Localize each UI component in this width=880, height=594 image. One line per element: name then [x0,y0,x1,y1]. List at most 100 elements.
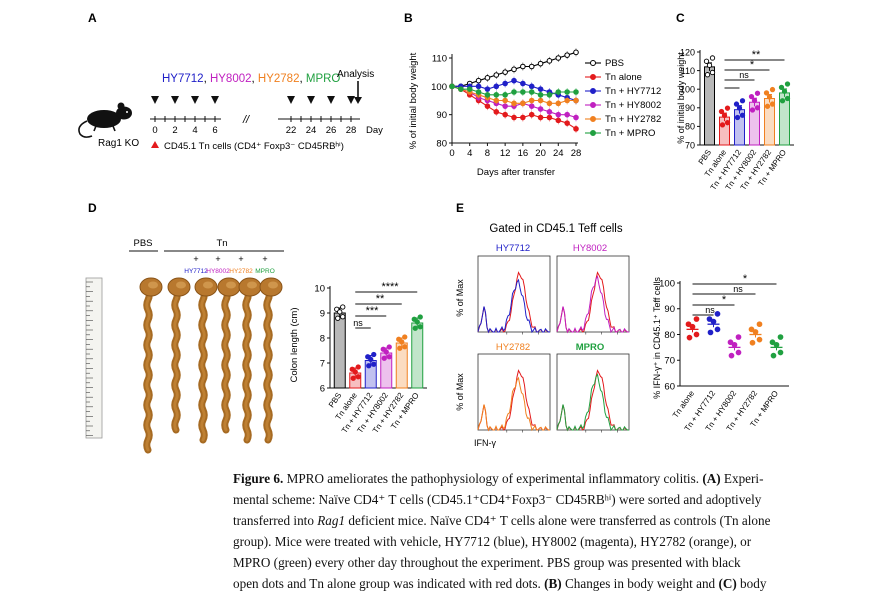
e-dot-0-3 [686,334,693,341]
c-dot-3-1 [754,105,761,111]
colon-highlight-5 [265,288,271,442]
b-legend-marker-3 [590,102,596,108]
panel-letter-e: E [456,201,464,215]
c-dot-3-2 [751,97,758,104]
c-dot-1-0 [718,108,725,115]
panel-letter-d: D [88,201,97,215]
b-axes: 80 90 100 110 0 4 8 12 16 20 24 28 [431,54,581,160]
c-dot-5-1 [784,95,791,102]
e-dot-4-2 [773,341,780,348]
c-dot-2-2 [736,105,743,111]
b-point-2-7 [511,77,517,84]
e-xlabel: IFN-γ [474,438,496,448]
c-dot-3-4 [754,90,761,96]
b-point-4-7 [511,100,517,107]
d-dot-2-4 [371,351,377,358]
d-dot-5-3 [412,325,418,331]
d-dot-3-3 [381,355,387,361]
b-point-1-7 [511,114,517,121]
b-ytick-label-100: 100 [431,82,447,93]
b-point-5-7 [511,89,517,95]
b-point-5-12 [555,89,562,95]
caption-label: Figure 6. [233,471,284,486]
b-point-3-12 [555,111,562,118]
d-pbs-label: PBS [133,238,152,249]
treatment-markers [151,96,355,104]
c-ylabel: % of initial body weight [676,52,686,144]
strain-hy2782: HY2782 [258,73,300,85]
e-dot-2-0 [727,339,734,346]
c-dot-4-0 [763,90,770,96]
e-ytick-label-70: 70 [664,356,675,367]
cecum-highlight-5 [268,281,278,289]
e-dot-1-2 [710,318,717,325]
ruler [85,277,103,439]
b-point-0-10 [537,60,544,67]
b-legend-hy8002: Tn + HY8002 [605,100,661,111]
b-point-2-5 [493,83,500,90]
b-point-4-11 [546,100,553,107]
c-dot-0-1 [709,69,716,76]
c-dot-1-1 [724,120,731,126]
b-point-0-8 [520,63,526,70]
b-point-1-10 [537,114,544,121]
d-bar-0 [333,312,346,389]
b-point-4-14 [573,97,579,104]
e-dot-0-1 [693,331,700,338]
b-point-5-14 [573,89,579,95]
panel-d: D PBS Tn + + + + HY7712 HY8002 HY2782 MP… [85,201,427,454]
d-group-hy8002: HY8002 [206,268,230,275]
b-xtick-label-16: 16 [518,148,529,159]
e-ytick-label-80: 80 [664,330,675,341]
b-point-5-9 [528,89,535,95]
figure-caption: Figure 6. MPRO ameliorates the pathophys… [233,471,771,591]
e-hist-treat-curve-mpro [556,373,629,432]
d-group-hy7712: HY7712 [184,268,208,275]
analysis-arrow-head [354,97,362,104]
b-point-1-11 [546,114,553,121]
c-dot-1-4 [724,105,731,111]
b-legend-mpro: Tn + MPRO [605,128,655,139]
c-ytick-label-80: 80 [685,122,695,132]
day-22: 22 [286,125,297,136]
c-ytick-label-90: 90 [685,103,695,113]
e-hist-label-mpro: MPRO [576,342,605,353]
b-xtick-label-24: 24 [553,148,564,159]
c-dot-4-1 [769,101,776,107]
treatment-marker-0 [151,96,159,104]
b-point-1-5 [493,109,500,115]
day-26: 26 [326,125,337,136]
b-point-5-5 [493,92,500,98]
e-dot-0-4 [693,316,700,322]
b-ytick-label-110: 110 [432,54,447,65]
b-point-4-8 [520,100,526,107]
d-dot-2-2 [368,356,374,363]
d-dot-5-2 [414,319,420,325]
c-sig-1: ** [752,49,761,61]
b-point-4-6 [502,97,508,104]
colon-highlight-4 [244,288,250,442]
e-sig-2: ns [733,284,743,294]
d-dot-0-3 [335,315,341,321]
c-dot-3-0 [748,93,755,100]
colon-highlight-3 [223,288,229,432]
day-4: 4 [192,125,197,136]
panel-e: E Gated in CD45.1 Teff cells % of Max % … [455,201,789,448]
d-plus-2: + [215,254,220,264]
panel-a: A HY7712, HY8002, HY2782, MPRO Analysis … [78,11,383,152]
d-dot-3-4 [386,344,392,350]
day-label: Day [366,125,383,136]
d-dot-1-2 [352,369,358,375]
d-ytick-label-7: 7 [320,358,325,369]
e-dot-2-4 [735,334,742,340]
c-dot-5-3 [779,98,786,104]
c-ytick-label-120: 120 [680,47,695,57]
treatment-marker-2 [191,96,199,104]
c-sig-3: ns [739,70,749,80]
b-point-4-5 [493,97,500,104]
strain-hy8002: HY8002 [210,73,252,85]
d-dot-2-1 [371,361,377,367]
b-xtick-label-0: 0 [449,148,454,159]
d-group-mpro: MPRO [255,268,275,275]
d-ytick-label-10: 10 [314,283,325,294]
